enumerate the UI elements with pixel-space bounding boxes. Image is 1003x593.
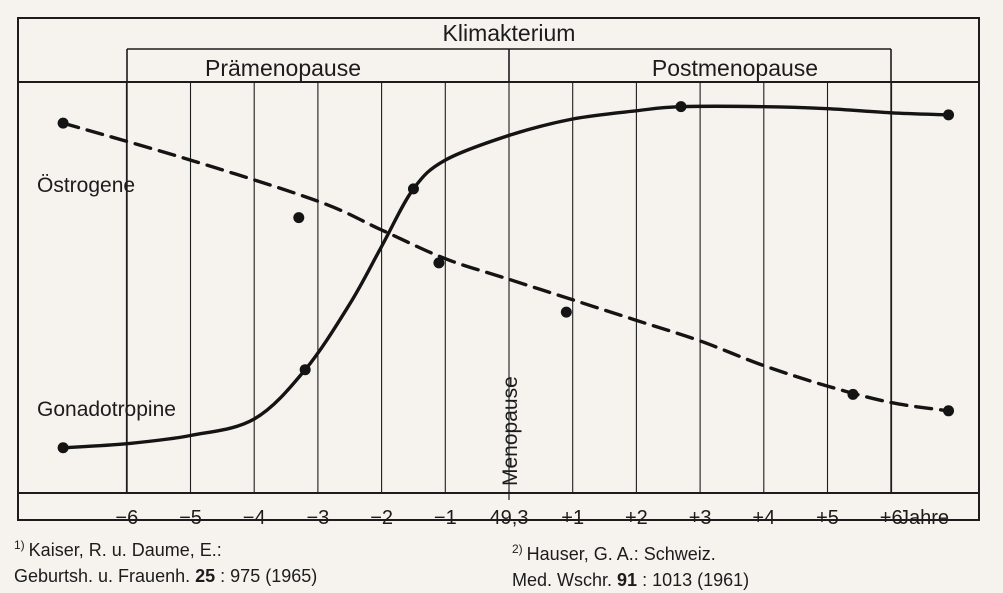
data-point <box>57 117 69 129</box>
reference-right-number: 2) <box>512 542 523 556</box>
series-label-oestrogene: Östrogene <box>37 174 135 197</box>
reference-right-authors: Hauser, G. A.: Schweiz. <box>526 544 716 564</box>
reference-left-line1: 1) Kaiser, R. u. Daume, E.: <box>14 532 317 563</box>
header-klimakterium: Klimakterium <box>443 20 576 46</box>
x-tick-label: −6 <box>115 507 138 529</box>
menopause-label: Menopause <box>499 376 522 486</box>
x-tick-label: −2 <box>370 507 393 529</box>
reference-left-line2: Geburtsh. u. Frauenh. 25 : 975 (1965) <box>14 563 317 589</box>
reference-right: 2) Hauser, G. A.: Schweiz. Med. Wschr. 91… <box>512 536 749 593</box>
x-tick-label: +5 <box>816 507 839 529</box>
series-line-oestrogene <box>61 121 951 413</box>
data-point <box>847 388 859 400</box>
data-point <box>560 306 572 318</box>
reference-left-authors: Kaiser, R. u. Daume, E.: <box>28 540 222 560</box>
x-tick-label: −5 <box>179 507 202 529</box>
data-point <box>675 101 687 113</box>
x-tick-label: +1 <box>561 507 584 529</box>
header-praemenopause: Prämenopause <box>205 55 361 81</box>
x-unit-label: Jahre <box>899 507 949 529</box>
data-point <box>293 212 305 224</box>
vertical-grid <box>125 82 893 500</box>
series-line-gonadotropine <box>61 104 951 450</box>
data-point <box>407 183 419 195</box>
data-point <box>299 364 311 376</box>
data-point <box>943 405 955 417</box>
reference-right-journal: Med. Wschr. <box>512 570 613 590</box>
reference-left: 1) Kaiser, R. u. Daume, E.: Geburtsh. u. … <box>14 532 317 589</box>
reference-right-line1: 2) Hauser, G. A.: Schweiz. <box>512 536 749 567</box>
x-tick-label: +6 <box>880 507 903 529</box>
series-curves <box>61 104 951 450</box>
data-point <box>943 109 955 121</box>
reference-left-number: 1) <box>14 538 25 552</box>
x-tick-label: −3 <box>306 507 329 529</box>
x-tick-label: +3 <box>689 507 712 529</box>
series-points <box>57 101 955 454</box>
reference-left-volume: 25 <box>195 566 216 586</box>
reference-left-journal: Geburtsh. u. Frauenh. <box>14 566 191 586</box>
x-tick-label: +2 <box>625 507 648 529</box>
x-tick-label: +4 <box>752 507 775 529</box>
series-label-gonadotropine: Gonadotropine <box>37 398 176 421</box>
header-postmenopause: Postmenopause <box>652 55 818 81</box>
x-tick-labels: −6 −5 −4 −3 −2 −1 49,3 +1 +2 +3 +4 +5 +6 <box>115 507 902 529</box>
chart-frame <box>17 17 980 521</box>
reference-right-volume: 91 <box>617 570 638 590</box>
reference-left-pages: : 975 (1965) <box>220 566 318 586</box>
data-point <box>433 257 445 269</box>
x-tick-label: 49,3 <box>490 507 529 529</box>
reference-right-pages: : 1013 (1961) <box>642 570 750 590</box>
x-tick-label: −1 <box>434 507 457 529</box>
reference-right-line2: Med. Wschr. 91 : 1013 (1961) <box>512 567 749 593</box>
data-point <box>57 442 69 454</box>
x-tick-label: −4 <box>243 507 266 529</box>
